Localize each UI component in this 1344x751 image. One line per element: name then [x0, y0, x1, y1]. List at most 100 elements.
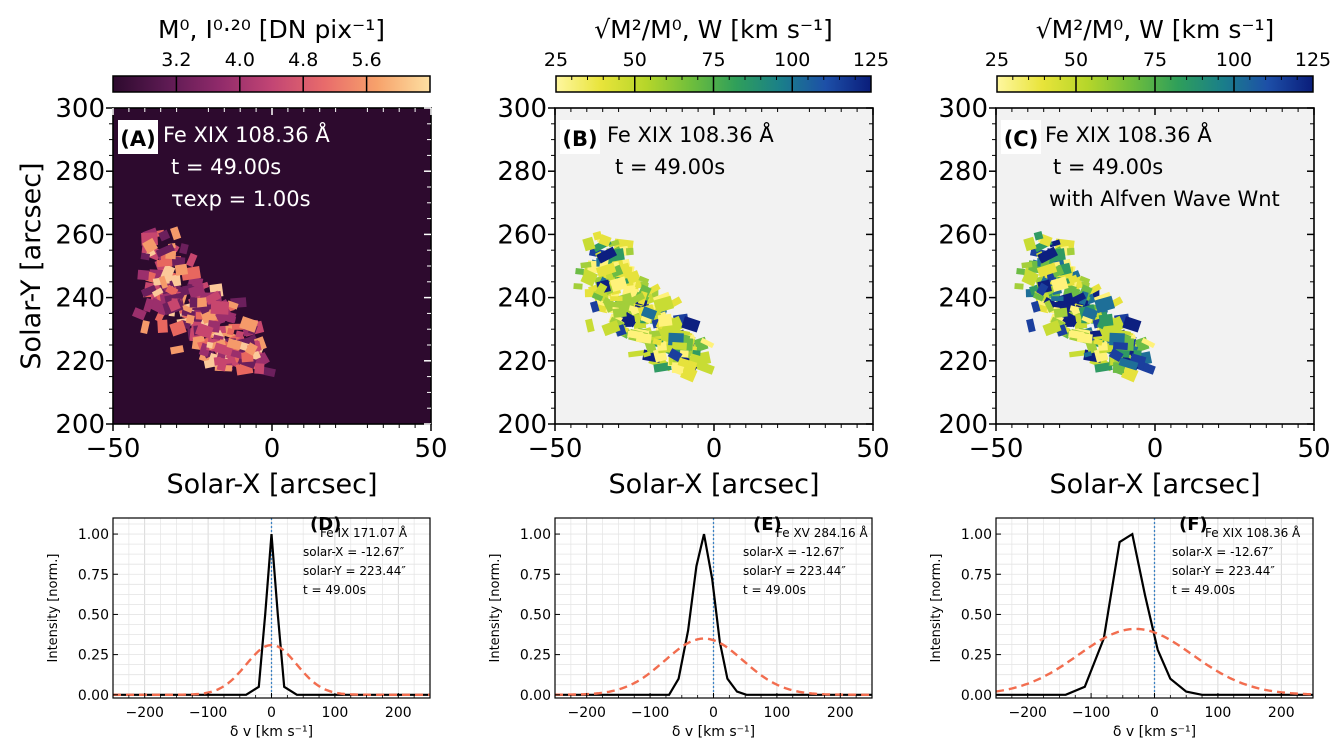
colorbar-tick-label: 100 — [1216, 49, 1252, 71]
annotation-line: t = 49.00s — [743, 583, 806, 597]
panel-label: (F) — [1179, 514, 1208, 535]
y-tick-label: 280 — [938, 157, 988, 187]
emission-blob — [213, 342, 234, 357]
emission-blob — [204, 290, 222, 305]
emission-blob — [210, 300, 230, 315]
emission-blob — [245, 342, 258, 356]
gaussian-fit-line — [555, 637, 872, 696]
annotation-line: t = 49.00s — [1172, 583, 1235, 597]
y-tick-label: 0.75 — [78, 567, 109, 583]
y-tick-label: 0.25 — [961, 648, 992, 664]
x-tick-label: −200 — [1008, 705, 1046, 721]
emission-blob — [169, 320, 187, 337]
x-tick-label: −50 — [86, 434, 141, 464]
x-tick-label: 200 — [385, 705, 412, 721]
emission-blob — [607, 239, 620, 248]
emission-blob — [595, 262, 617, 278]
emission-blob — [1093, 338, 1103, 346]
y-tick-label: 300 — [497, 94, 547, 124]
x-axis-label: δ v [km s⁻¹] — [1113, 724, 1196, 740]
panel-label: (E) — [753, 514, 782, 535]
emission-blob — [1030, 300, 1041, 313]
colorbar-tick-label: 75 — [1143, 49, 1167, 71]
colorbar-tick-label: 25 — [544, 49, 568, 71]
annotation-line: t = 49.00s — [1053, 155, 1163, 179]
emission-blob — [591, 292, 604, 302]
emission-blob — [595, 299, 606, 307]
annotation-line: solar-Y = 223.44″ — [1172, 564, 1275, 578]
colorbar-bar — [112, 75, 431, 93]
emission-blob — [1122, 316, 1142, 333]
annotation-line: Fe IX 171.07 Å — [320, 525, 408, 540]
annotation-line: solar-Y = 223.44″ — [743, 564, 846, 578]
emission-blob — [653, 295, 675, 314]
colorbar-tick-label: 125 — [1295, 49, 1331, 71]
emission-blob — [179, 243, 189, 255]
y-tick-label: 0.25 — [520, 648, 551, 664]
colorbar-tick-label: 4.0 — [225, 49, 255, 71]
emission-blob — [1076, 332, 1093, 344]
emission-blob — [1098, 313, 1114, 327]
emission-blob — [1016, 268, 1026, 275]
annotation-line: t = 49.00s — [615, 155, 725, 179]
emission-blob — [158, 275, 169, 289]
y-tick-label: 0.75 — [961, 567, 992, 583]
emission-blobs — [573, 231, 715, 383]
emission-blob — [1032, 292, 1045, 302]
annotation-line: Fe XIX 108.36 Å — [607, 121, 774, 147]
x-tick-label: −50 — [969, 434, 1024, 464]
panel-d: −200 −100 0 100 200 0.00 0.25 0.50 0.75 1.00 δ v [… — [46, 514, 431, 740]
emission-blob — [1042, 319, 1062, 337]
emission-blob — [1083, 351, 1092, 358]
emission-blob — [254, 363, 265, 375]
y-tick-label: 240 — [497, 284, 547, 314]
emission-blob — [1023, 236, 1037, 252]
colorbar-tick-label: 4.8 — [288, 49, 318, 71]
emission-blob — [1079, 275, 1091, 284]
emission-blob — [167, 298, 181, 312]
emission-blob — [627, 292, 646, 306]
emission-blob — [625, 247, 634, 256]
x-tick-label: −50 — [528, 434, 583, 464]
x-tick-label: 0 — [709, 705, 718, 721]
emission-blob — [1036, 299, 1047, 307]
x-tick-label: 200 — [1268, 705, 1295, 721]
x-tick-label: 50 — [414, 434, 447, 464]
y-tick-label: 220 — [55, 347, 105, 377]
emission-blob — [589, 300, 600, 313]
emission-blobs — [1014, 231, 1156, 383]
y-tick-label: 240 — [55, 284, 105, 314]
x-tick-label: 0 — [267, 705, 276, 721]
emission-blob — [595, 282, 608, 296]
colorbar-label: M⁰, I⁰·²⁰ [DN pix⁻¹] — [158, 15, 385, 44]
line-profile — [555, 533, 872, 696]
emission-blob — [185, 252, 198, 268]
emission-blob — [1036, 282, 1049, 296]
emission-blob — [1112, 341, 1128, 351]
emission-blob — [582, 236, 596, 252]
annotation-line: τexp = 1.00s — [171, 187, 311, 211]
y-tick-label: 0.50 — [961, 607, 992, 623]
emission-blob — [652, 338, 662, 346]
colorbar-label: √M²/M⁰, W [km s⁻¹] — [1036, 15, 1275, 44]
emission-blob — [226, 327, 235, 336]
colorbar-tick-label: 5.6 — [351, 49, 381, 71]
colorbar-tick-label: 50 — [1064, 49, 1088, 71]
y-tick-label: 200 — [55, 410, 105, 440]
y-tick-label: 260 — [55, 220, 105, 250]
annotation-line: t = 49.00s — [303, 583, 366, 597]
colorbar-tick-label: 75 — [701, 49, 725, 71]
emission-blob — [1037, 246, 1059, 264]
emission-blob — [1044, 299, 1055, 313]
colorbar-1: √M²/M⁰, W [km s⁻¹] 25 50 75 100 125 — [544, 15, 889, 93]
y-tick-label: 200 — [497, 410, 547, 440]
annotation-line: solar-X = -12.67″ — [743, 545, 845, 559]
panel-label-box — [560, 120, 600, 154]
emission-blob — [239, 316, 259, 333]
y-tick-label: 280 — [55, 157, 105, 187]
x-tick-label: 100 — [764, 705, 791, 721]
emission-blob — [627, 349, 645, 358]
emission-blob — [157, 319, 168, 333]
y-tick-label: 220 — [497, 347, 547, 377]
y-tick-label: 1.00 — [961, 527, 992, 543]
